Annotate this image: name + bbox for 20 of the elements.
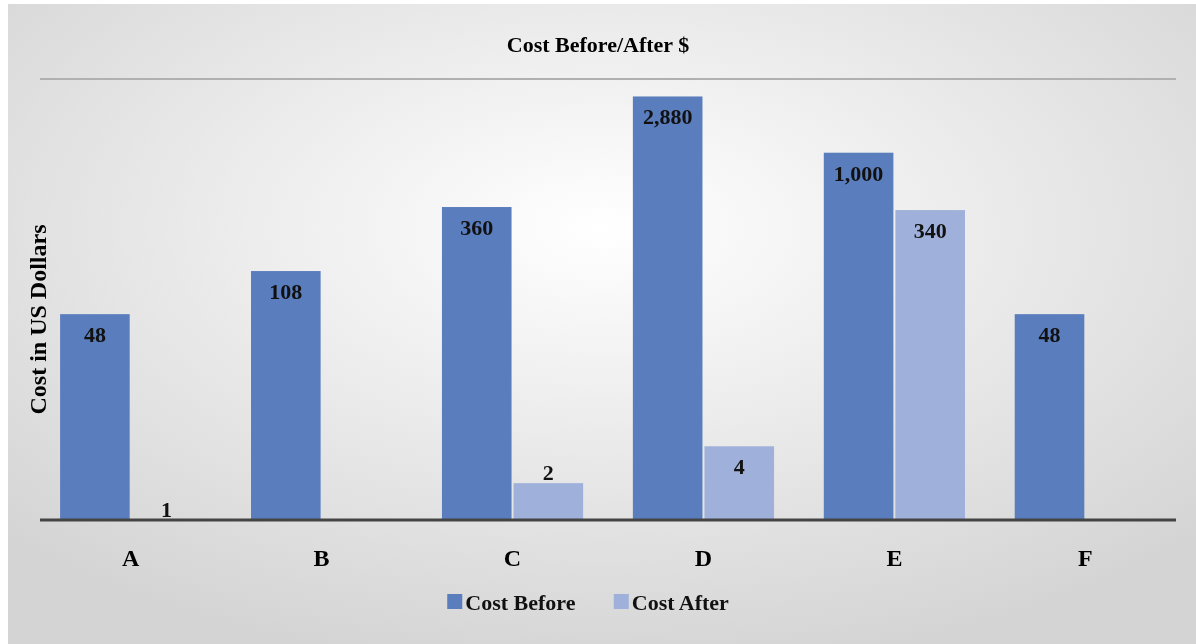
legend-label: Cost After <box>631 590 730 615</box>
data-label: 48 <box>83 322 106 348</box>
data-label: 360 <box>460 215 494 241</box>
x-tick-label: B <box>313 545 330 571</box>
legend-label: Cost Before <box>465 590 576 615</box>
data-label: 1 <box>160 497 172 522</box>
x-tick-label: E <box>886 545 903 571</box>
data-label: 48 <box>1038 322 1061 348</box>
chart-title: Cost Before/After $ <box>506 32 690 57</box>
data-label: 2 <box>542 460 554 486</box>
x-tick-label: D <box>694 545 713 571</box>
data-label: 4 <box>733 454 745 480</box>
y-axis-title: Cost in US Dollars <box>25 224 51 415</box>
data-label: 1,000 <box>833 160 884 186</box>
data-label: 340 <box>913 218 947 244</box>
x-tick-label: A <box>122 545 141 571</box>
data-label: 108 <box>269 279 303 305</box>
data-label: 2,880 <box>642 104 693 130</box>
x-tick-label: F <box>1077 545 1093 571</box>
x-tick-label: C <box>503 545 522 571</box>
